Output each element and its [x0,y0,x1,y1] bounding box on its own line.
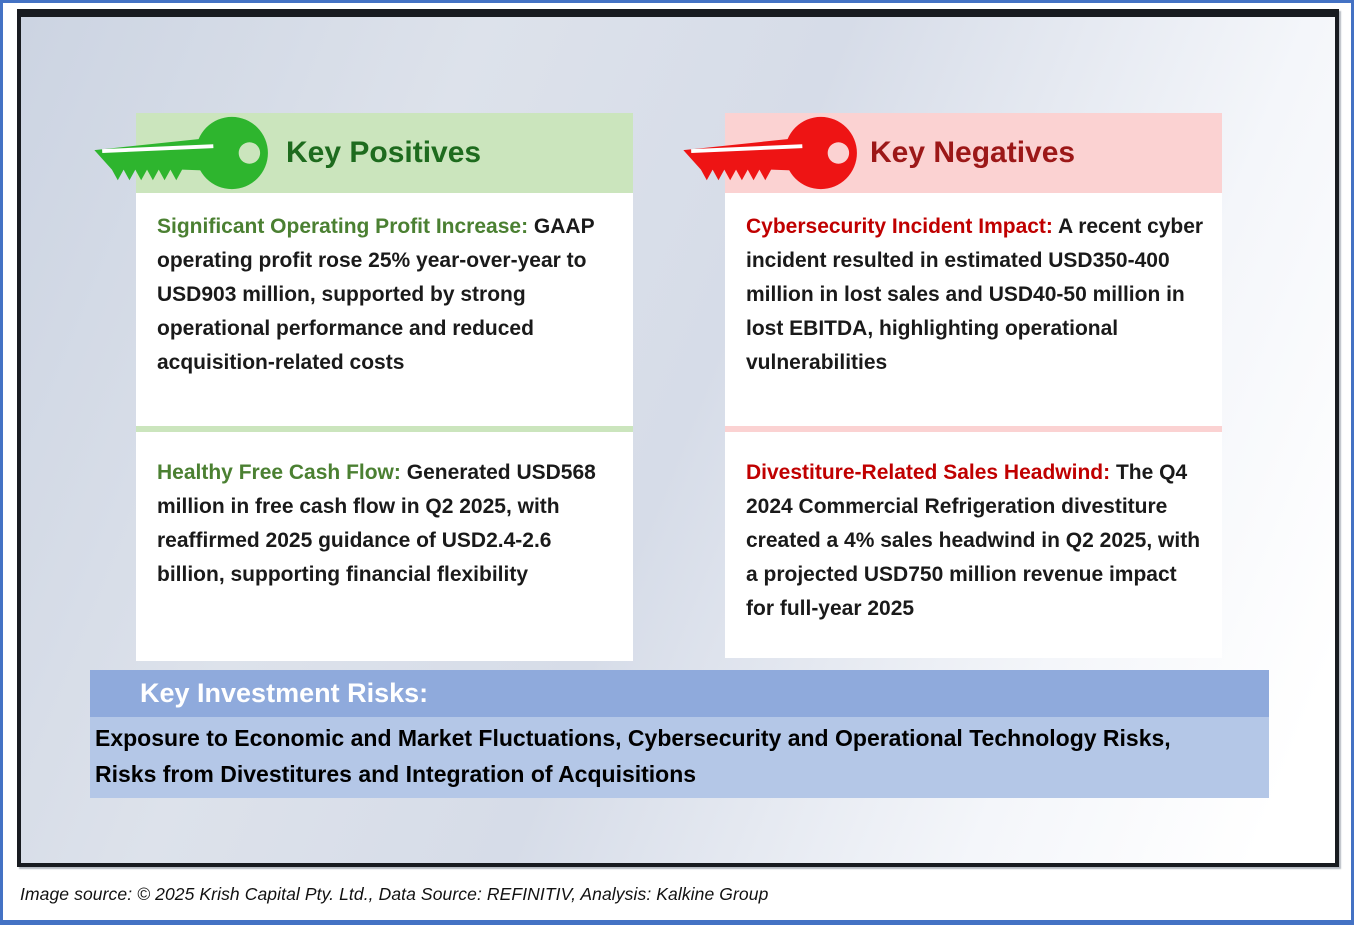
negative-card-2: Divestiture-Related Sales Headwind: The … [725,432,1222,658]
negative-card-1-text: Cybersecurity Incident Impact: A recent … [746,210,1204,380]
negatives-title: Key Negatives [870,136,1076,169]
inner-frame: Key Positives Significant Operating Prof… [17,9,1339,867]
risks-body: Exposure to Economic and Market Fluctuat… [90,717,1269,798]
positives-panel: Key Positives Significant Operating Prof… [94,113,633,661]
footer-attribution: Image source: © 2025 Krish Capital Pty. … [20,884,769,904]
risks-title: Key Investment Risks: [90,670,1269,717]
risks-banner: Key Investment Risks: Exposure to Econom… [90,670,1269,798]
positive-card-1-heading: Significant Operating Profit Increase: [157,215,529,238]
negative-card-2-body: The Q4 2024 Commercial Refrigeration div… [746,461,1201,620]
negative-card-1-heading: Cybersecurity Incident Impact: [746,215,1053,238]
negatives-panel: Key Negatives Cybersecurity Incident Imp… [683,113,1222,658]
positive-card-1-text: Significant Operating Profit Increase: G… [157,210,615,380]
positive-card-2: Healthy Free Cash Flow: Generated USD568… [136,432,633,661]
negative-card-2-text: Divestiture-Related Sales Headwind: The … [746,456,1204,626]
risks-text: Exposure to Economic and Market Fluctuat… [95,725,1171,787]
positive-card-1: Significant Operating Profit Increase: G… [136,193,633,426]
positive-card-1-body: GAAP operating profit rose 25% year-over… [157,215,595,374]
positives-header: Key Positives [94,113,633,193]
negative-card-1-body: A recent cyber incident resulted in esti… [746,215,1204,374]
negative-card-2-heading: Divestiture-Related Sales Headwind: [746,461,1111,484]
negatives-header: Key Negatives [683,113,1222,193]
positive-card-2-body: Generated USD568 million in free cash fl… [157,461,596,586]
positives-title: Key Positives [286,136,482,169]
negative-card-1: Cybersecurity Incident Impact: A recent … [725,193,1222,426]
positive-card-2-text: Healthy Free Cash Flow: Generated USD568… [157,456,615,592]
green-key-icon [94,116,268,190]
positive-card-2-heading: Healthy Free Cash Flow: [157,461,401,484]
red-key-icon [683,116,857,190]
